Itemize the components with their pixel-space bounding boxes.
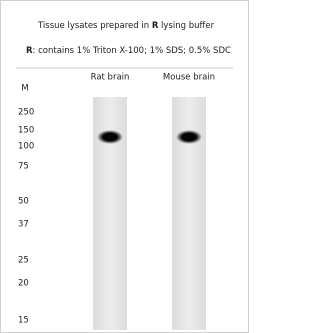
lane-label: Rat brain: [91, 73, 130, 83]
band: [97, 130, 123, 144]
lane-label: Mouse brain: [163, 73, 215, 83]
marker-size: 50: [18, 197, 29, 207]
marker-size: 100: [18, 142, 34, 152]
figure: Tissue lysates prepared in R lysing buff…: [0, 0, 249, 333]
marker-size: 150: [18, 126, 34, 136]
marker-label: M: [21, 84, 28, 94]
marker-size: 15: [18, 316, 29, 326]
marker-size: 75: [18, 162, 29, 172]
header-line: Tissue lysates prepared in R lysing buff…: [37, 21, 215, 31]
marker-size: 37: [18, 220, 29, 230]
band: [176, 130, 202, 144]
marker-size: 20: [18, 279, 29, 289]
marker-size: 25: [18, 256, 29, 266]
header-line: R: contains 1% Triton X-100; 1% SDS; 0.5…: [26, 46, 231, 56]
marker-size: 250: [18, 108, 34, 118]
